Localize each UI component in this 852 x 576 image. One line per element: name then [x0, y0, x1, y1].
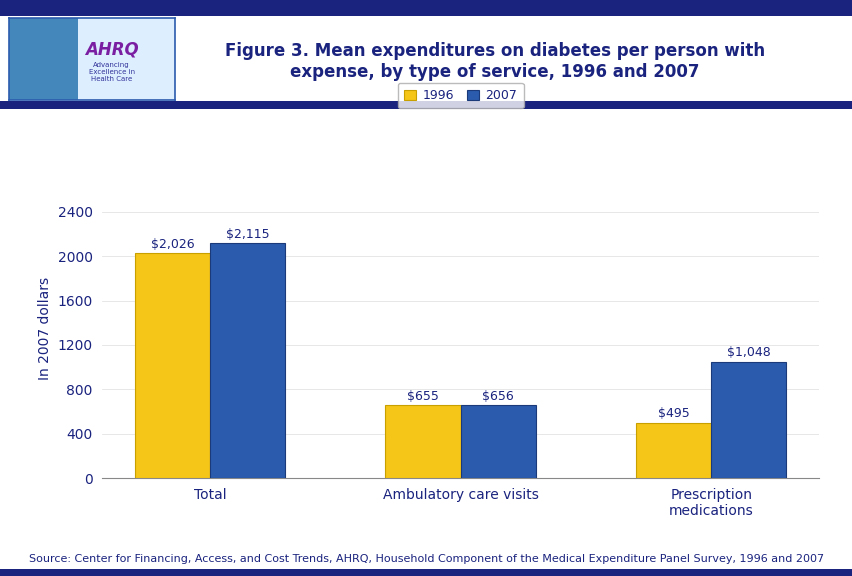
Bar: [135, 253, 210, 478]
Bar: [711, 362, 786, 478]
Text: Figure 3. Mean expenditures on diabetes per person with
expense, by type of serv: Figure 3. Mean expenditures on diabetes …: [224, 42, 764, 81]
Text: Advancing
Excellence in
Health Care: Advancing Excellence in Health Care: [89, 62, 135, 82]
Text: $2,026: $2,026: [151, 237, 194, 251]
Bar: [636, 423, 711, 478]
Text: $1,048: $1,048: [726, 346, 769, 359]
Bar: [9, 18, 78, 100]
Bar: [460, 406, 535, 478]
Text: $495: $495: [657, 407, 688, 420]
Y-axis label: In 2007 dollars: In 2007 dollars: [37, 276, 52, 380]
Text: AHRQ: AHRQ: [84, 40, 138, 59]
Legend: 1996, 2007: 1996, 2007: [397, 83, 523, 108]
Text: $656: $656: [481, 389, 514, 403]
Bar: [210, 244, 285, 478]
Text: $655: $655: [406, 389, 439, 403]
Text: $2,115: $2,115: [226, 228, 269, 241]
Text: Source: Center for Financing, Access, and Cost Trends, AHRQ, Household Component: Source: Center for Financing, Access, an…: [29, 555, 823, 564]
Bar: [385, 406, 460, 478]
